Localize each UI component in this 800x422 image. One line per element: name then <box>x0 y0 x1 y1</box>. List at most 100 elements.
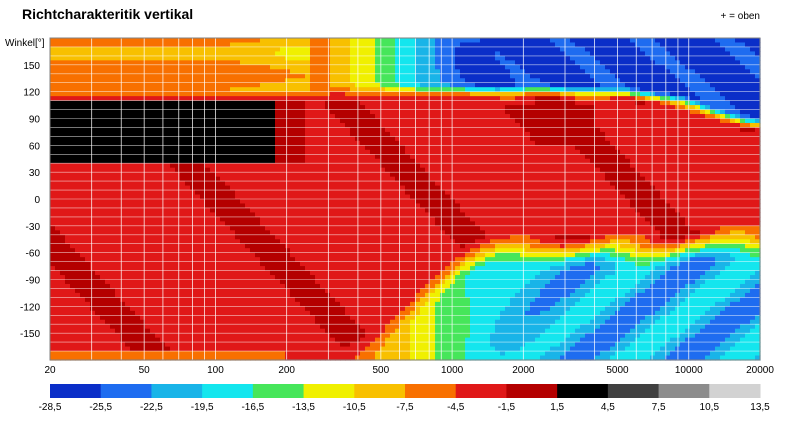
heatmap-cell <box>95 333 101 339</box>
heatmap-cell <box>230 91 236 97</box>
heatmap-cell <box>205 292 211 298</box>
heatmap-cell <box>210 275 216 281</box>
heatmap-cell <box>315 91 321 97</box>
heatmap-cell <box>110 194 116 200</box>
heatmap-cell <box>320 172 326 178</box>
heatmap-cell <box>60 127 66 133</box>
heatmap-cell <box>305 109 311 115</box>
heatmap-cell <box>390 342 396 348</box>
heatmap-cell <box>175 91 181 97</box>
heatmap-cell <box>315 96 321 102</box>
heatmap-cell <box>245 118 251 124</box>
heatmap-cell <box>245 252 251 258</box>
heatmap-cell <box>290 203 296 209</box>
heatmap-cell <box>180 234 186 240</box>
heatmap-cell <box>250 145 256 151</box>
heatmap-cell <box>285 234 291 240</box>
heatmap-cell <box>210 91 216 97</box>
heatmap-cell <box>65 78 71 84</box>
heatmap-cell <box>120 64 126 70</box>
heatmap-cell <box>365 324 371 330</box>
heatmap-cell <box>330 149 336 155</box>
heatmap-cell <box>255 301 261 307</box>
heatmap-cell <box>290 78 296 84</box>
heatmap-cell <box>340 185 346 191</box>
heatmap-cell <box>325 194 331 200</box>
heatmap-cell <box>365 275 371 281</box>
heatmap-cell <box>280 172 286 178</box>
heatmap-cell <box>305 100 311 106</box>
heatmap-cell <box>225 64 231 70</box>
heatmap-cell <box>145 310 151 316</box>
heatmap-cell <box>320 297 326 303</box>
heatmap-cell <box>235 221 241 227</box>
heatmap-cell <box>195 333 201 339</box>
heatmap-cell <box>150 78 156 84</box>
heatmap-cell <box>200 333 206 339</box>
heatmap-cell <box>210 221 216 227</box>
heatmap-cell <box>140 283 146 290</box>
heatmap-cell <box>165 64 171 70</box>
heatmap-cell <box>380 51 386 57</box>
heatmap-cell <box>95 69 101 75</box>
heatmap-cell <box>215 114 221 120</box>
heatmap-cell <box>70 346 76 352</box>
heatmap-cell <box>50 261 56 267</box>
heatmap-cell <box>100 55 106 61</box>
heatmap-cell <box>70 310 76 316</box>
heatmap-cell <box>255 78 261 84</box>
heatmap-cell <box>195 212 201 218</box>
heatmap-cell <box>240 158 246 164</box>
heatmap-cell <box>290 248 296 254</box>
heatmap-cell <box>240 337 246 343</box>
heatmap-cell <box>195 96 201 102</box>
heatmap-cell <box>290 118 296 124</box>
heatmap-cell <box>105 279 111 285</box>
heatmap-cell <box>390 221 396 227</box>
heatmap-cell <box>270 78 276 84</box>
heatmap-cell <box>250 105 256 111</box>
heatmap-cell <box>205 78 211 84</box>
heatmap-cell <box>205 136 211 142</box>
heatmap-cell <box>155 310 161 316</box>
heatmap-cell <box>195 216 201 222</box>
heatmap-cell <box>55 167 61 173</box>
heatmap-cell <box>390 38 396 44</box>
heatmap-cell <box>270 221 276 227</box>
heatmap-cell <box>260 301 266 307</box>
heatmap-cell <box>270 252 276 258</box>
heatmap-cell <box>155 283 161 290</box>
heatmap-cell <box>215 342 221 348</box>
heatmap-cell <box>120 310 126 316</box>
heatmap-cell <box>230 82 236 88</box>
heatmap-cell <box>285 105 291 111</box>
heatmap-cell <box>110 221 116 227</box>
heatmap-cell <box>50 230 56 236</box>
heatmap-cell <box>220 38 226 44</box>
heatmap-cell <box>235 346 241 352</box>
heatmap-cell <box>275 342 281 348</box>
heatmap-cell <box>365 114 371 120</box>
heatmap-cell <box>385 225 391 231</box>
heatmap-cell <box>390 140 396 146</box>
heatmap-cell <box>175 194 181 200</box>
heatmap-cell <box>345 261 351 267</box>
heatmap-cell <box>50 172 56 178</box>
heatmap-cell <box>240 306 246 312</box>
heatmap-cell <box>165 167 171 173</box>
heatmap-cell <box>125 252 131 258</box>
heatmap-cell <box>345 297 351 303</box>
heatmap-cell <box>375 319 381 325</box>
heatmap-cell <box>280 190 286 196</box>
heatmap-cell <box>55 324 61 330</box>
heatmap-cell <box>325 346 331 352</box>
heatmap-cell <box>215 310 221 316</box>
heatmap-cell <box>100 42 106 48</box>
heatmap-cell <box>245 96 251 102</box>
heatmap-cell <box>230 131 236 137</box>
heatmap-cell <box>290 283 296 290</box>
heatmap-cell <box>220 131 226 137</box>
heatmap-cell <box>380 136 386 142</box>
heatmap-cell <box>185 181 191 187</box>
